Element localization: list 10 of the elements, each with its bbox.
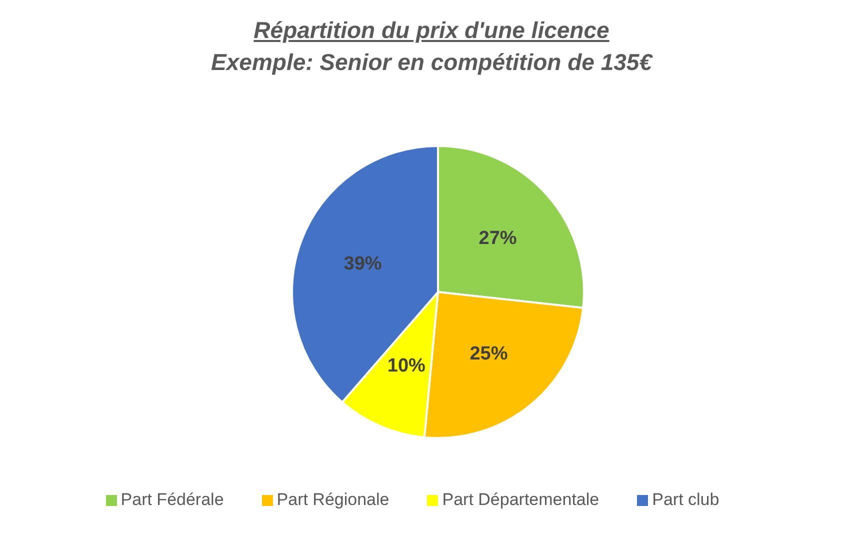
data-label: 10% xyxy=(387,355,426,376)
legend-label: Part Régionale xyxy=(276,490,390,509)
chart-title: Répartition du prix d'une licence xyxy=(252,16,610,45)
chart-subtitle: Exemple: Senior en compétition de 135€ xyxy=(210,48,654,77)
legend-label: Part Fédérale xyxy=(120,490,224,509)
legend-label: Part club xyxy=(652,490,720,509)
legend-label: Part Départementale xyxy=(442,490,600,509)
data-label: 27% xyxy=(478,228,517,249)
data-label: 39% xyxy=(344,253,382,274)
data-label: 25% xyxy=(470,344,508,365)
